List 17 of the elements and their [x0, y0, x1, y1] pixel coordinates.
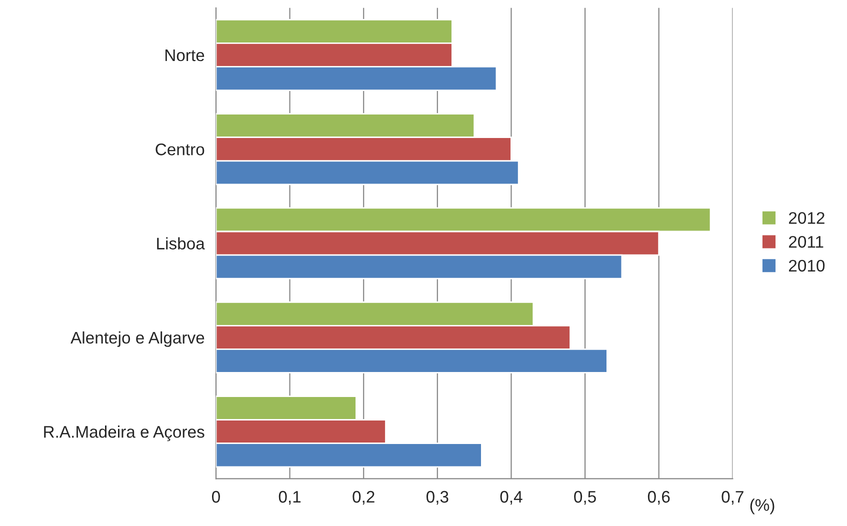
legend-label: 2012 — [788, 212, 824, 224]
x-tick-label: 0,1 — [278, 490, 301, 505]
y-tick-label: Norte — [165, 50, 204, 62]
x-tick-label: 0,5 — [574, 490, 596, 505]
x-tick-label: 0,6 — [648, 490, 670, 505]
y-tick-label: Alentejo e Algarve — [70, 331, 204, 347]
x-axis-title: (%) — [750, 498, 774, 514]
x-tick-label: 0 — [212, 490, 220, 503]
x-tick-label: 0,7 — [722, 490, 744, 505]
x-tick-label: 0,4 — [500, 490, 522, 505]
x-tick-label: 0,3 — [426, 490, 448, 505]
legend-label: 2010 — [788, 260, 825, 272]
x-tick-label: 0,2 — [352, 490, 374, 505]
y-tick-label: Centro — [156, 144, 204, 156]
legend-label: 2011 — [788, 236, 824, 248]
y-tick-label: Lisboa — [157, 237, 205, 250]
y-tick-label: R.A.Madeira e Açores — [44, 426, 204, 442]
